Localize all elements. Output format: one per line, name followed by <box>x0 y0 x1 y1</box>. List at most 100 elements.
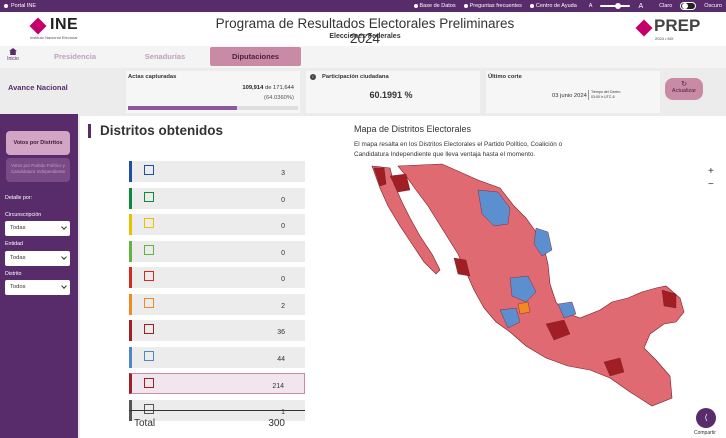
circunscripcion-select[interactable]: Todas <box>5 221 70 236</box>
actualizar-button[interactable]: ↻ Actualizar <box>665 78 703 100</box>
votos-partido-button[interactable]: Votos por Partido Político y Candidatura… <box>6 158 70 182</box>
font-increase-button[interactable]: A <box>638 2 644 10</box>
actas-progress-fill <box>128 106 237 110</box>
base-datos-link[interactable]: Base de Datos <box>413 3 456 9</box>
map-region-morena-yucatan[interactable] <box>661 289 677 309</box>
actualizar-label: Actualizar <box>671 88 697 94</box>
party-logo-icon <box>144 244 154 255</box>
map-region-baja-dark[interactable] <box>373 167 387 187</box>
theme-toggle[interactable] <box>680 2 697 10</box>
preguntas-link[interactable]: Preguntas frecuentes <box>463 3 522 9</box>
distrito-value: Todos <box>10 284 26 290</box>
share-label: Compartir <box>694 430 716 436</box>
tab-presidencia[interactable]: Presidencia <box>53 52 97 61</box>
result-row[interactable]: 0 <box>129 187 305 209</box>
chevron-down-icon <box>61 283 67 289</box>
question-icon <box>463 4 468 8</box>
database-icon <box>413 4 418 8</box>
party-logo-icon <box>144 271 154 281</box>
tab-senadurias[interactable]: Senadurías <box>144 52 186 61</box>
actas-percentage: (64.0360%) <box>264 95 294 101</box>
map-region-pan-north[interactable] <box>477 189 511 227</box>
party-logo-icon <box>144 218 154 228</box>
corte-tz-line1: Tiempo del Centro <box>591 90 621 94</box>
ine-logo[interactable]: INE Instituto Nacional Electoral <box>29 16 90 42</box>
actas-of: de 171,644 <box>264 85 294 91</box>
actas-title: Actas capturadas <box>128 74 177 80</box>
prep-logo-mark <box>635 19 653 37</box>
corte-card: Último corte 03 junio 2024 Tiempo del Ce… <box>486 71 660 113</box>
party-logo-icon <box>144 378 154 388</box>
participacion-card: i Participación ciudadana 60.1991 % <box>306 71 480 113</box>
portal-ine-link[interactable]: Portal INE <box>4 3 36 9</box>
share-icon: ⟨ <box>704 413 708 422</box>
ine-logo-text: INE <box>50 16 79 33</box>
home-icon <box>9 48 17 55</box>
result-row[interactable]: 214 <box>129 373 305 394</box>
party-logo-icon <box>144 297 154 308</box>
font-size-slider[interactable] <box>600 3 631 9</box>
map-region-mc[interactable] <box>517 301 531 315</box>
prep-logo[interactable]: PREP 2024 • MX <box>635 16 706 44</box>
election-nav: Inicio Presidencia Senadurías Diputacion… <box>0 46 726 68</box>
home-button[interactable]: Inicio <box>6 48 20 62</box>
prep-logo-sub: 2024 • MX <box>655 36 674 41</box>
centro-ayuda-link[interactable]: Centro de Ayuda <box>529 3 577 9</box>
map-region-morena-sinaloa[interactable] <box>453 257 471 277</box>
top-utility-bar: Portal INE Base de Datos Preguntas frecu… <box>0 0 726 12</box>
party-logo-icon <box>144 350 154 361</box>
zoom-out-button[interactable]: − <box>708 179 714 190</box>
result-row[interactable]: 36 <box>129 320 305 341</box>
result-row[interactable]: 2 <box>129 293 305 315</box>
distrito-select[interactable]: Todos <box>5 280 70 295</box>
circunscripcion-label: Circunscripción <box>5 212 42 218</box>
home-icon <box>4 4 8 8</box>
home-label: Inicio <box>7 56 19 62</box>
chevron-down-icon <box>61 224 67 230</box>
total-label: Total <box>134 418 156 429</box>
map-region-morena-sonora[interactable] <box>389 173 411 193</box>
result-row[interactable]: 0 <box>129 240 305 262</box>
result-value: 2 <box>281 302 285 310</box>
centro-ayuda-label: Centro de Ayuda <box>535 3 577 9</box>
total-value: 300 <box>268 418 285 429</box>
map-region-pan-coahuila[interactable] <box>533 227 553 257</box>
map-region-morena-cdmx[interactable] <box>545 319 571 341</box>
refresh-icon: ↻ <box>681 81 687 88</box>
stats-row: Avance Nacional Actas capturadas 109,914… <box>0 68 726 114</box>
participacion-value: 60.1991 % <box>369 90 413 100</box>
result-row[interactable]: 44 <box>129 346 305 368</box>
entidad-label: Entidad <box>5 241 23 247</box>
font-decrease-button[interactable]: A <box>588 3 593 9</box>
result-row[interactable]: 3 <box>129 161 305 182</box>
map-region-mainland[interactable] <box>397 163 685 407</box>
share-button[interactable]: ⟨ <box>696 408 716 428</box>
party-logo-icon <box>144 403 154 414</box>
actas-progress-bar <box>128 106 298 110</box>
corte-date: 03 junio 2024 <box>552 93 587 99</box>
district-map[interactable] <box>350 162 720 412</box>
result-row[interactable]: 0 <box>129 267 305 288</box>
zoom-in-button[interactable]: + <box>708 166 714 177</box>
tab-diputaciones[interactable]: Diputaciones <box>210 47 301 66</box>
font-size-slider-knob[interactable] <box>615 3 622 9</box>
actas-card: Actas capturadas 109,914 de 171,644 (64.… <box>126 71 300 113</box>
votos-distritos-button[interactable]: Votos por Distritos <box>6 131 70 155</box>
map-region-baja[interactable] <box>371 165 441 275</box>
page-title: Programa de Resultados Electorales Preli… <box>215 16 515 46</box>
page-subtitle: Elecciones Federales <box>329 33 401 40</box>
detalle-label: Detalle por: <box>5 195 33 201</box>
entidad-select[interactable]: Todas <box>5 251 70 266</box>
map-region-morena-oaxaca[interactable] <box>603 357 625 377</box>
result-value: 0 <box>281 249 285 257</box>
main-panel: Distritos obtenidos 3 0 0 0 0 2 36 44 214 1 Total… <box>80 116 726 438</box>
info-icon[interactable]: i <box>310 74 316 80</box>
theme-dark-label: Oscuro <box>704 3 722 9</box>
actas-count-value: 109,914 <box>242 85 264 91</box>
map-region-pan-east[interactable] <box>557 301 577 319</box>
prep-logo-text: PREP <box>654 16 701 35</box>
preguntas-label: Preguntas frecuentes <box>469 3 522 9</box>
map-region-pan-jalisco[interactable] <box>499 307 521 329</box>
map-region-pan-center[interactable] <box>509 275 537 303</box>
result-row[interactable]: 0 <box>129 214 305 235</box>
